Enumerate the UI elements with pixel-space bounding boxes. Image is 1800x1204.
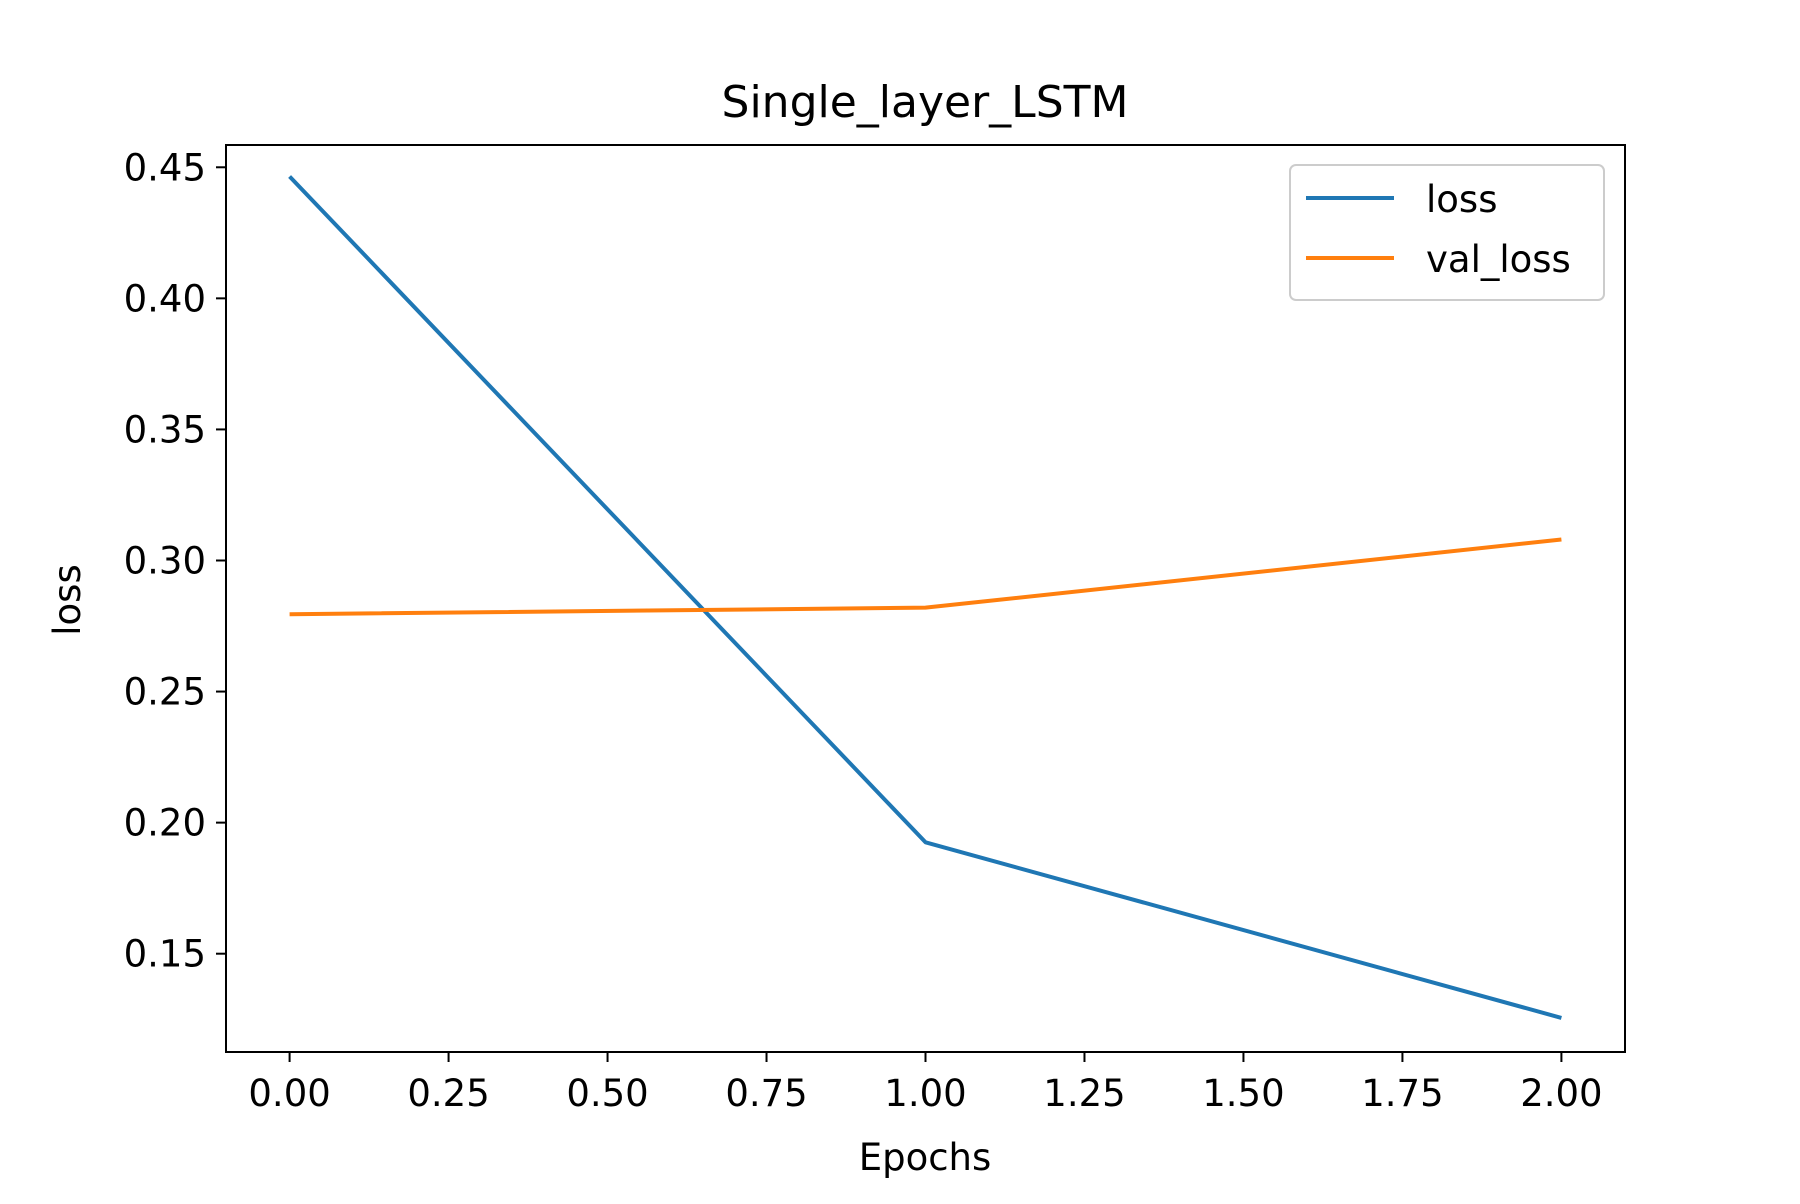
x-tick-label: 1.50 — [1202, 1072, 1284, 1115]
x-tick-label: 0.00 — [248, 1072, 330, 1115]
x-tick-label: 2.00 — [1520, 1072, 1602, 1115]
y-axis: 0.15 0.20 0.25 0.30 0.35 0.40 0.45 — [124, 146, 226, 976]
legend: loss val_loss — [1289, 164, 1605, 301]
chart-title: Single_layer_LSTM — [722, 77, 1129, 128]
y-tick-label: 0.35 — [124, 408, 206, 451]
y-axis-label: loss — [46, 564, 89, 635]
series-line-loss — [288, 175, 1562, 1020]
series-line-val-loss — [289, 537, 1562, 617]
y-tick-label: 0.25 — [124, 671, 206, 714]
y-tick-label: 0.30 — [124, 539, 206, 582]
y-tick-label: 0.20 — [124, 802, 206, 845]
x-axis-label: Epochs — [859, 1136, 992, 1179]
legend-label-val-loss: val_loss — [1426, 238, 1571, 281]
x-tick-label: 1.25 — [1043, 1072, 1125, 1115]
x-tick-label: 0.50 — [566, 1072, 648, 1115]
plot-lines — [288, 175, 1562, 1020]
x-tick-label: 1.75 — [1361, 1072, 1443, 1115]
x-tick-label: 0.75 — [725, 1072, 807, 1115]
y-tick-label: 0.15 — [124, 933, 206, 976]
x-axis: 0.00 0.25 0.50 0.75 1.00 1.25 1.50 1.75 2.00 — [248, 1052, 1603, 1115]
y-tick-label: 0.40 — [124, 277, 206, 320]
plot-area-frame — [225, 144, 1626, 1053]
legend-label-loss: loss — [1426, 178, 1497, 221]
x-tick-label: 0.25 — [407, 1072, 489, 1115]
y-tick-label: 0.45 — [124, 146, 206, 189]
x-tick-label: 1.00 — [884, 1072, 966, 1115]
